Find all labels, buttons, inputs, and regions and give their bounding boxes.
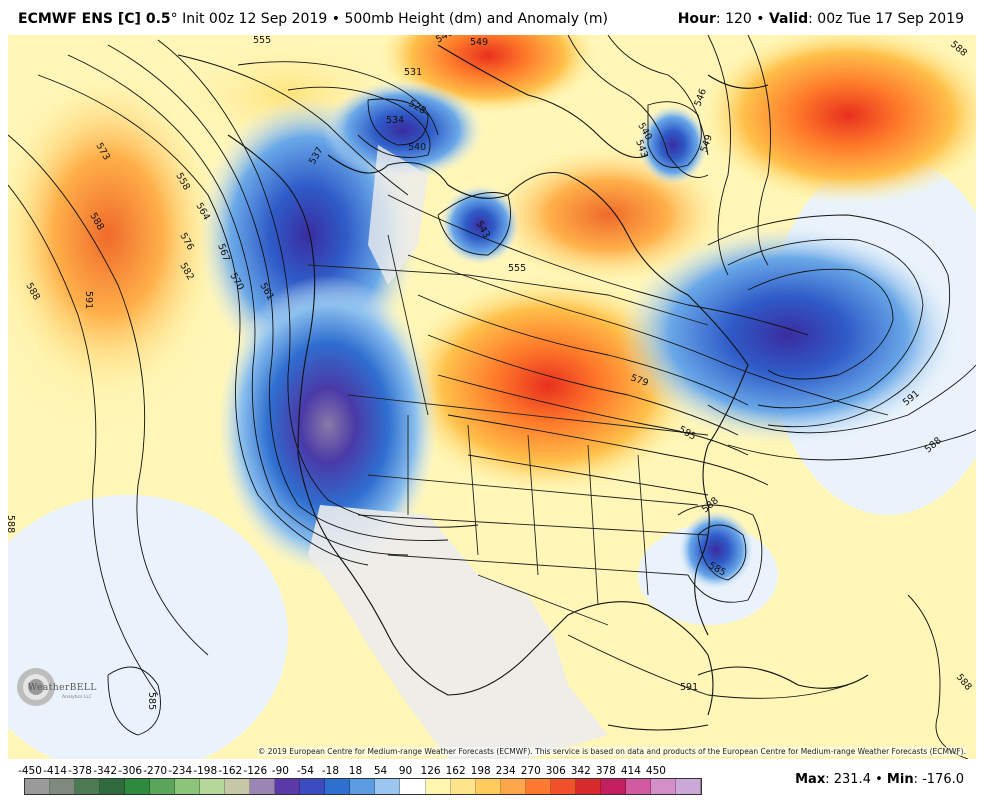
colorbar-segment <box>400 779 426 794</box>
header-bar: ECMWF ENS [C] 0.5° Init 00z 12 Sep 2019 … <box>0 0 984 34</box>
colorbar-tick-label: 234 <box>495 765 516 777</box>
product-name: 500mb Height (dm) and Anomaly (m) <box>344 11 608 27</box>
min-label: Min <box>886 772 914 787</box>
colorbar-tick-label: -126 <box>243 765 268 777</box>
valid-value: : 00z Tue 17 Sep 2019 <box>808 11 964 27</box>
contour-label: 531 <box>404 67 422 78</box>
contour-label: 585 <box>146 692 157 710</box>
colorbar-tick-label: -90 <box>271 765 289 777</box>
weather-map: 555 549 546 531 528 534 540 537 543 555 546 540 543 5… <box>8 35 976 759</box>
logo-subtext: Analytics LLC <box>62 695 93 700</box>
colorbar-segment <box>575 779 601 794</box>
colorbar-tick-label: -414 <box>43 765 67 777</box>
colorbar-segment <box>475 779 501 794</box>
init-time: Init 00z 12 Sep 2019 <box>182 11 328 27</box>
colorbar-tick-label: 270 <box>520 765 541 777</box>
colorbar-segment <box>450 779 476 794</box>
colorbar-segment <box>200 779 226 794</box>
colorbar-tick-label: 90 <box>398 765 413 777</box>
colorbar-segment <box>350 779 376 794</box>
colorbar-segment <box>325 779 351 794</box>
contour-label: 588 <box>8 515 16 533</box>
colorbar-tick-label: -450 <box>18 765 42 777</box>
colorbar <box>24 778 702 795</box>
colorbar-tick-label: -162 <box>218 765 243 777</box>
degree-symbol: ° <box>170 11 178 27</box>
colorbar-tick-label: 126 <box>420 765 441 777</box>
colorbar-tick-label: -54 <box>296 765 314 777</box>
colorbar-segment <box>650 779 676 794</box>
colorbar-segment <box>125 779 151 794</box>
bullet-1: • <box>331 11 340 27</box>
colorbar-segment <box>550 779 576 794</box>
colorbar-tick-label: 342 <box>570 765 591 777</box>
model-name: ECMWF ENS [C] 0.5 <box>18 11 171 27</box>
colorbar-tick-label: 414 <box>620 765 641 777</box>
colorbar-segment <box>425 779 451 794</box>
copyright-notice: © 2019 European Centre for Medium-range … <box>257 747 966 756</box>
colorbar-tick-label: -378 <box>68 765 92 777</box>
colorbar-segment <box>175 779 201 794</box>
weatherbell-logo <box>17 668 55 706</box>
max-min-bullet: • <box>875 772 883 787</box>
contour-label: 591 <box>680 682 698 693</box>
contour-label: 555 <box>508 263 526 274</box>
colorbar-segment <box>625 779 651 794</box>
colorbar-segment <box>500 779 526 794</box>
colorbar-tick-label: 54 <box>373 765 388 777</box>
contour-label: 549 <box>470 37 488 48</box>
colorbar-segment <box>25 779 51 794</box>
hour-value: : 120 <box>715 11 752 27</box>
colorbar-segment <box>300 779 326 794</box>
colorbar-tick-label: 378 <box>595 765 616 777</box>
colorbar-segment <box>250 779 276 794</box>
contour-label: 546 <box>434 35 455 46</box>
colorbar-tick-label: 450 <box>645 765 666 777</box>
colorbar-segment <box>150 779 176 794</box>
min-value: : -176.0 <box>913 772 964 787</box>
contour-label: 534 <box>386 115 404 126</box>
colorbar-segment <box>50 779 76 794</box>
colorbar-segment <box>675 779 701 794</box>
max-min-readout: Max: 231.4 • Min: -176.0 <box>795 772 964 787</box>
max-label: Max <box>795 772 826 787</box>
colorbar-tick-label: -342 <box>93 765 118 777</box>
colorbar-segment <box>375 779 401 794</box>
header-title: ECMWF ENS [C] 0.5° Init 00z 12 Sep 2019 … <box>18 11 608 27</box>
colorbar-tick-label: 18 <box>348 765 363 777</box>
colorbar-segment <box>600 779 626 794</box>
colorbar-tick-label: -18 <box>321 765 340 777</box>
valid-label: Valid <box>768 11 809 27</box>
colorbar-tick-label: -270 <box>143 765 168 777</box>
logo-text: WeatherBELL <box>28 683 97 693</box>
colorbar-tick-label: -198 <box>193 765 218 777</box>
header-valid: Hour: 120 • Valid: 00z Tue 17 Sep 2019 <box>678 11 964 27</box>
colorbar-tick-label: 198 <box>470 765 491 777</box>
colorbar-segment <box>275 779 301 794</box>
colorbar-tick-label: -234 <box>168 765 193 777</box>
colorbar-segment <box>525 779 551 794</box>
max-value: : 231.4 <box>825 772 871 787</box>
contour-label: 591 <box>83 291 94 309</box>
hour-label: Hour <box>677 11 716 27</box>
bullet-2: • <box>756 11 765 27</box>
contour-label: 540 <box>408 142 426 153</box>
contour-label: 555 <box>253 35 271 46</box>
colorbar-tick-labels: -450 -414 -378 -342 -306 -270 -234 -198 -162 -126… <box>18 765 702 779</box>
colorbar-tick-label: -306 <box>118 765 143 777</box>
colorbar-segment <box>100 779 126 794</box>
colorbar-segment <box>225 779 251 794</box>
colorbar-tick-label: 162 <box>445 765 466 777</box>
colorbar-segment <box>75 779 101 794</box>
colorbar-tick-label: 306 <box>545 765 566 777</box>
